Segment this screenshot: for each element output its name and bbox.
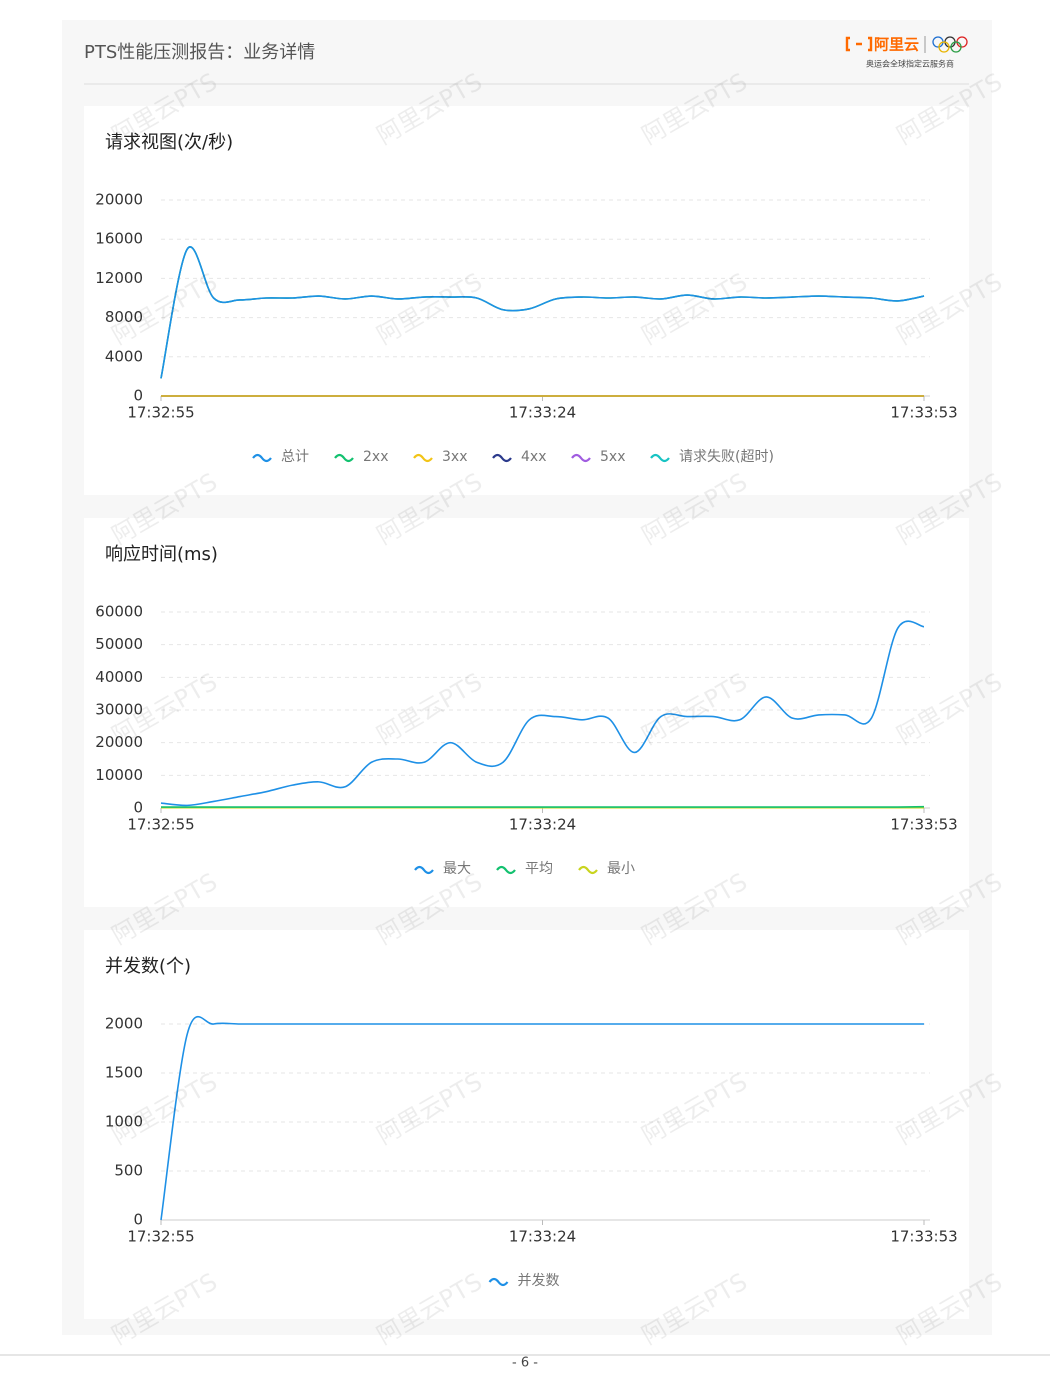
series-line	[160, 246, 925, 379]
series-line	[160, 620, 925, 807]
x-tick-label: 17:33:24	[509, 816, 576, 834]
y-tick-label: 20000	[95, 191, 143, 209]
y-tick-label: 500	[114, 1162, 143, 1180]
legend-label: 最大	[443, 861, 471, 877]
x-tick-label: 17:33:53	[890, 1228, 957, 1246]
y-tick-label: 4000	[105, 347, 143, 365]
y-tick-label: 20000	[95, 733, 143, 751]
legend-icon	[571, 453, 591, 463]
x-tick-label: 17:33:24	[509, 404, 576, 422]
y-tick-label: 10000	[95, 766, 143, 784]
chart-card	[84, 518, 969, 907]
legend-label: 3xx	[442, 449, 467, 465]
logo-subtitle: 奥运会全球指定云服务商	[866, 59, 954, 69]
legend-label: 4xx	[521, 449, 546, 465]
legend-icon	[414, 865, 434, 875]
x-tick-label: 17:32:55	[127, 816, 194, 834]
y-tick-label: 16000	[95, 230, 143, 248]
x-tick-label: 17:32:55	[127, 1228, 194, 1246]
series-line	[160, 1016, 924, 1221]
report-title: PTS性能压测报告：业务详情	[84, 42, 315, 63]
legend-label: 最小	[607, 861, 635, 877]
legend-label: 总计	[281, 449, 309, 465]
legend-icon	[650, 453, 670, 463]
logo-text: 阿里云	[874, 36, 919, 54]
chart-title: 并发数(个)	[105, 956, 191, 977]
x-tick-label: 17:33:24	[509, 1228, 576, 1246]
y-tick-label: 50000	[95, 635, 143, 653]
chart-title: 请求视图(次/秒)	[105, 132, 233, 153]
y-tick-label: 0	[133, 799, 143, 817]
chart-title: 响应时间(ms)	[105, 544, 218, 565]
x-tick-label: 17:33:53	[890, 404, 957, 422]
legend-icon	[413, 453, 433, 463]
y-tick-label: 8000	[105, 308, 143, 326]
y-tick-label: 0	[133, 387, 143, 405]
legend-label: 请求失败(超时)	[679, 449, 774, 465]
legend-label: 平均	[525, 861, 553, 877]
x-tick-label: 17:32:55	[127, 404, 194, 422]
y-tick-label: 1000	[105, 1113, 143, 1131]
y-tick-label: 1500	[105, 1064, 143, 1082]
legend-icon	[492, 453, 512, 463]
y-tick-label: 40000	[95, 668, 143, 686]
legend-icon	[488, 1277, 509, 1287]
y-tick-label: 30000	[95, 701, 143, 719]
logo: 阿里云 奥运会全球指定云服务商	[845, 36, 968, 69]
legend-icon	[252, 453, 272, 463]
legend-icon	[334, 453, 354, 463]
legend-icon	[578, 865, 598, 875]
y-tick-label: 12000	[95, 269, 143, 287]
legend-label: 2xx	[363, 449, 388, 465]
y-tick-label: 2000	[105, 1015, 143, 1033]
page-number: - 6 -	[512, 1356, 538, 1371]
y-tick-label: 0	[133, 1211, 143, 1229]
legend-label: 并发数	[518, 1273, 560, 1289]
chart-card	[84, 930, 969, 1319]
legend-icon	[496, 865, 516, 875]
x-tick-label: 17:33:53	[890, 816, 957, 834]
y-tick-label: 60000	[95, 603, 143, 621]
legend-label: 5xx	[600, 449, 625, 465]
